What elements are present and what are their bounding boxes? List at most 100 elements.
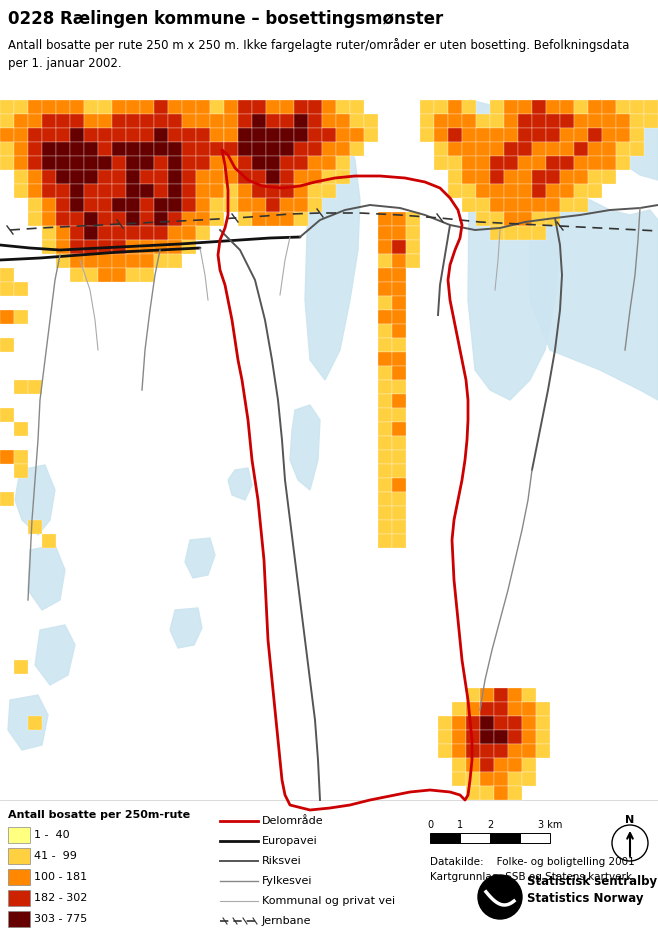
Bar [308,142,322,156]
Bar [154,142,168,156]
Bar [336,114,350,128]
Bar [378,534,392,548]
Bar [98,212,112,226]
Bar [588,128,602,142]
Bar [448,156,462,170]
Bar [28,716,42,730]
Bar [378,394,392,408]
Text: Antall bosatte per 250m-rute: Antall bosatte per 250m-rute [8,810,190,820]
Bar [518,184,532,198]
Bar [518,170,532,184]
Bar [476,156,490,170]
Bar [508,786,522,800]
Bar [546,142,560,156]
Bar [536,744,550,758]
Bar [0,114,14,128]
Bar [490,128,504,142]
Bar [466,758,480,772]
Bar [0,282,14,296]
Bar [70,142,84,156]
Bar [532,128,546,142]
Text: Riksvei: Riksvei [262,856,302,866]
Bar [490,198,504,212]
Bar [28,520,42,534]
Bar [448,114,462,128]
Bar [602,170,616,184]
Bar [420,114,434,128]
Bar [392,450,406,464]
Bar [224,114,238,128]
Bar [308,198,322,212]
Bar [168,128,182,142]
Bar [452,730,466,744]
Bar [42,240,56,254]
Text: 2: 2 [487,820,493,830]
Bar [210,170,224,184]
Bar [280,170,294,184]
Bar [168,100,182,114]
Bar [518,114,532,128]
Polygon shape [305,100,360,380]
Bar [112,156,126,170]
Bar [252,100,266,114]
Bar [112,240,126,254]
Bar [480,758,494,772]
Bar [364,114,378,128]
Bar [84,156,98,170]
Bar [70,212,84,226]
Bar [14,114,28,128]
Bar [154,184,168,198]
Bar [210,198,224,212]
Bar [112,142,126,156]
Bar [508,744,522,758]
Bar [280,184,294,198]
Bar [480,716,494,730]
Bar [602,142,616,156]
Bar [280,198,294,212]
Bar [392,226,406,240]
Bar [322,170,336,184]
Bar [392,394,406,408]
Bar [42,534,56,548]
Bar [392,268,406,282]
Bar [574,156,588,170]
Bar [252,198,266,212]
Bar [322,128,336,142]
Bar [56,128,70,142]
Bar [532,212,546,226]
Bar [42,170,56,184]
Bar [70,100,84,114]
Bar [392,366,406,380]
Bar [392,212,406,226]
Bar [112,268,126,282]
Bar [532,184,546,198]
Bar [154,100,168,114]
Bar [602,156,616,170]
Bar [522,730,536,744]
Bar [434,128,448,142]
Text: 0228 Rælingen kommune – bosettingsmønster: 0228 Rælingen kommune – bosettingsmønste… [8,10,443,28]
Bar [266,198,280,212]
Bar [308,128,322,142]
Bar [280,114,294,128]
Bar [14,170,28,184]
Text: 3 km: 3 km [538,820,562,830]
Bar [294,198,308,212]
Bar [588,184,602,198]
Bar [252,156,266,170]
Bar [154,170,168,184]
Bar [560,128,574,142]
Text: N: N [625,815,634,825]
Bar [224,156,238,170]
Bar [210,128,224,142]
Bar [14,142,28,156]
Bar [112,198,126,212]
Text: 0: 0 [427,820,433,830]
Bar [508,702,522,716]
Bar [560,198,574,212]
Bar [70,240,84,254]
Bar [294,100,308,114]
Bar [452,772,466,786]
Bar [14,156,28,170]
Bar [28,212,42,226]
